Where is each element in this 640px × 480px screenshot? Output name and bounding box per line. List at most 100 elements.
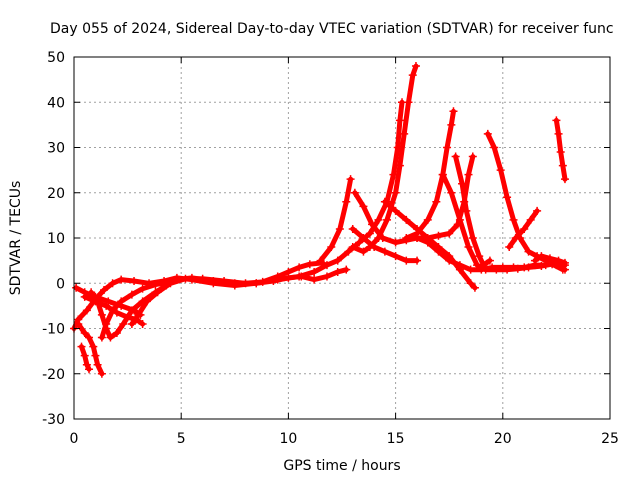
data-point-marker [408,71,417,80]
x-tick-label: 20 [494,431,512,447]
data-point-marker [391,206,400,215]
x-tick-labels: 0 5 10 15 20 25 [70,431,619,447]
data-point-marker [295,263,304,272]
data-point-marker [391,252,400,261]
data-point-marker [72,283,81,292]
x-tick-label: 10 [279,431,297,447]
data-point-marker [368,220,377,229]
axis-ticks [73,56,611,420]
data-point-marker [316,256,325,265]
data-point-marker [545,254,554,263]
data-point-marker [560,175,569,184]
data-point-marker [524,263,533,272]
data-point-marker [181,274,190,283]
data-point-marker [479,261,488,270]
data-point-marker [468,152,477,161]
data-point-marker [153,288,162,297]
data-point-marker [335,224,344,233]
data-point-marker [134,310,143,319]
data-point-marker [100,286,109,295]
y-tick-label: -20 [42,367,65,383]
data-point-marker [359,202,368,211]
data-point-marker [530,256,539,265]
data-point-marker [560,258,569,267]
data-point-marker [117,275,126,284]
data-point-marker [97,333,106,342]
y-tick-label: 40 [47,95,65,111]
data-point-marker [434,247,443,256]
data-point-marker [554,256,563,265]
data-point-marker [423,238,432,247]
data-point-marker [80,329,89,338]
data-point-marker [138,319,147,328]
data-point-marker [104,297,113,306]
data-point-marker [445,229,454,238]
data-point-marker [297,272,306,281]
data-point-marker [483,129,492,138]
data-point-marker [310,267,319,276]
data-point-marker [490,143,499,152]
data-point-marker [380,247,389,256]
data-point-marker [359,247,368,256]
data-point-marker [434,231,443,240]
data-point-marker [496,166,505,175]
data-point-marker [380,197,389,206]
data-point-marker [97,369,106,378]
data-point-marker [97,310,106,319]
data-point-marker [395,116,404,125]
data-point-marker [402,234,411,242]
data-point-marker [402,256,411,265]
data-point-marker [464,170,473,179]
data-point-marker [391,238,400,247]
data-point-marker [322,261,331,270]
data-point-marker [85,333,94,342]
data-point-marker [445,256,454,265]
data-point-marker [447,120,456,129]
data-point-marker [370,243,379,252]
data-point-marker [552,116,561,125]
data-point-marker [108,306,117,315]
data-point-marker [464,243,473,252]
data-point-marker [130,276,139,285]
data-point-marker [458,179,467,188]
data-point-marker [108,279,117,288]
chart-title: Day 055 of 2024, Sidereal Day-to-day VTE… [50,21,614,37]
data-point-marker [342,197,351,206]
data-point-marker [402,215,411,224]
data-point-marker [344,247,353,256]
data-point-marker [447,188,456,197]
data-point-marker [475,252,484,261]
data-point-marker [470,283,479,292]
y-tick-label: 0 [56,276,65,292]
data-point-marker [449,107,458,116]
data-point-marker [74,319,83,328]
data-point-marker [119,319,128,328]
data-point-marker [80,351,89,360]
data-point-marker [462,206,471,215]
data-point-marker [198,274,207,283]
data-point-marker [524,247,533,256]
data-point-marker [509,215,518,224]
data-point-marker [511,234,520,242]
data-point-marker [395,161,404,170]
data-point-marker [526,215,535,224]
data-point-marker [342,265,351,274]
series-track-11 [350,226,420,264]
data-point-marker [537,252,546,261]
data-point-marker [89,342,98,351]
data-point-marker [350,188,359,197]
data-point-marker [365,229,374,238]
data-point-marker [273,272,282,281]
data-point-marker [93,297,102,306]
y-tick-labels: -30 -20 -10 0 10 20 30 40 50 [42,50,65,428]
data-point-marker [127,319,136,328]
data-point-marker [220,276,229,285]
y-tick-label: -30 [42,412,65,428]
data-point-marker [138,284,147,293]
data-point-marker [423,215,432,224]
data-point-marker [166,279,175,288]
data-point-marker [438,170,447,179]
data-point-marker [127,306,136,315]
data-point-marker [468,234,477,242]
